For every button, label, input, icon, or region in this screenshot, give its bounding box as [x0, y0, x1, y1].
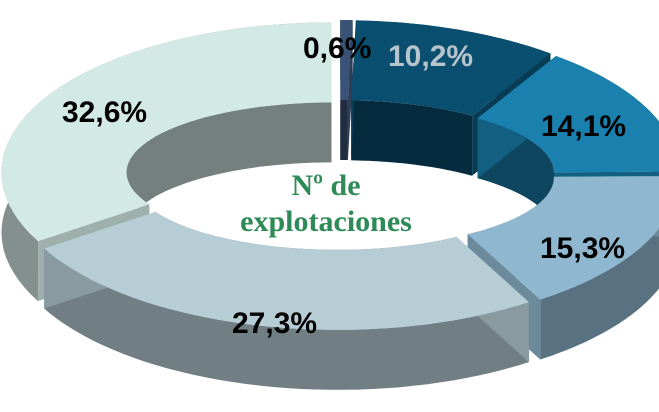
center-label-line-2: explotaciones — [240, 205, 412, 238]
center-label-line-1: Nº de — [291, 169, 361, 202]
slice-1-top — [351, 20, 551, 116]
slice-3-top — [467, 176, 659, 300]
center-label: Nº de explotaciones — [226, 168, 426, 240]
slice-3 — [467, 176, 659, 360]
slice-1-inner-wall — [351, 100, 473, 176]
slice-3-outer-wall — [540, 228, 659, 360]
slice-2 — [477, 56, 659, 233]
slice-4-top — [44, 211, 529, 330]
slice-label-0: 0,6% — [303, 32, 372, 65]
slice-2-top — [477, 56, 659, 173]
slice-label-5: 32,6% — [62, 96, 148, 129]
slice-5-top — [1, 22, 332, 242]
slice-0-top — [340, 20, 353, 101]
slice-5-inner-wall — [126, 102, 332, 265]
slice-0 — [340, 20, 353, 161]
slice-label-2: 14,1% — [541, 110, 627, 143]
slice-label-1: 10,2% — [388, 40, 474, 73]
slice-4-outer-wall — [44, 248, 529, 390]
slice-4 — [44, 211, 529, 390]
slice-label-4: 27,3% — [232, 307, 318, 340]
slice-0-inner-wall — [340, 100, 348, 161]
slice-0-cap-1 — [347, 20, 353, 161]
slice-label-3: 15,3% — [540, 232, 626, 265]
